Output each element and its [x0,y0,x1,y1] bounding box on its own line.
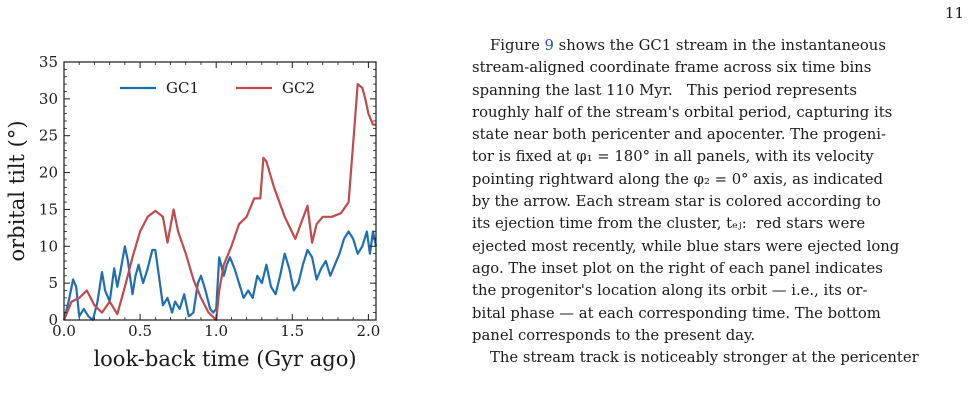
x-tick-label: 1.5 [280,322,304,340]
x-tick-label: 0.0 [52,322,76,340]
text-line: state near both pericenter and apocenter… [472,126,886,144]
x-tick-label: 0.5 [128,322,152,340]
y-axis-label: orbital tilt (°) [5,120,29,261]
text-line: bital phase — at each corresponding time… [472,304,881,322]
legend-label-gc2: GC2 [282,79,315,97]
text-line: tor is fixed at φ₁ = 180° in all panels,… [472,148,874,166]
paragraph: The stream track is noticeably stronger … [472,347,963,369]
legend-label-gc1: GC1 [166,79,199,97]
page-number: 11 [944,4,964,22]
orbital-tilt-figure: 0.0 0.5 1.0 1.5 2.0 0 5 10 15 20 25 30 35 look-back t… [0,50,400,406]
text-line: ago. The inset plot on the right of each… [472,259,883,277]
y-tick-label: 35 [39,53,58,71]
paragraph: Figure 9 shows the GC1 stream in the ins… [472,35,963,347]
text-line: its ejection time from the cluster, tₑⱼ:… [472,215,866,233]
figure-reference-link[interactable]: 9 [544,37,554,54]
text-line: ejected most recently, while blue stars … [472,237,900,255]
y-tick-label: 20 [39,164,58,182]
text-line: The stream track is noticeably stronger … [490,349,919,367]
body-text: Figure 9 shows the GC1 stream in the ins… [472,35,963,369]
text-line: stream-aligned coordinate frame across s… [472,59,872,77]
text-line: roughly half of the stream's orbital per… [472,103,893,121]
text-line: Figure 9 shows the GC1 stream in the ins… [490,37,886,54]
y-tick-label: 25 [39,127,58,145]
series-line-gc2 [62,82,376,322]
series-line-gc1 [62,230,378,322]
x-tick-label: 2.0 [356,322,380,340]
text-line: pointing rightward along the φ₂ = 0° axi… [472,170,884,188]
y-tick-label: 5 [48,274,58,292]
y-tick-label: 15 [39,200,58,218]
x-axis-label: look-back time (Gyr ago) [93,347,356,371]
plot-frame [63,61,377,321]
y-tick-label: 30 [39,90,58,108]
text-line: the progenitor's location along its orbi… [472,282,868,300]
text-line: by the arrow. Each stream star is colore… [472,193,881,211]
orbital-tilt-chart: 0.0 0.5 1.0 1.5 2.0 0 5 10 15 20 25 30 35 look-back t… [5,53,380,371]
y-tick-label: 0 [48,311,58,329]
x-tick-label: 1.0 [204,322,228,340]
y-tick-label: 10 [39,237,58,255]
text-line: panel corresponds to the present day. [472,326,756,344]
text-line: spanning the last 110 Myr. This period r… [472,81,857,99]
